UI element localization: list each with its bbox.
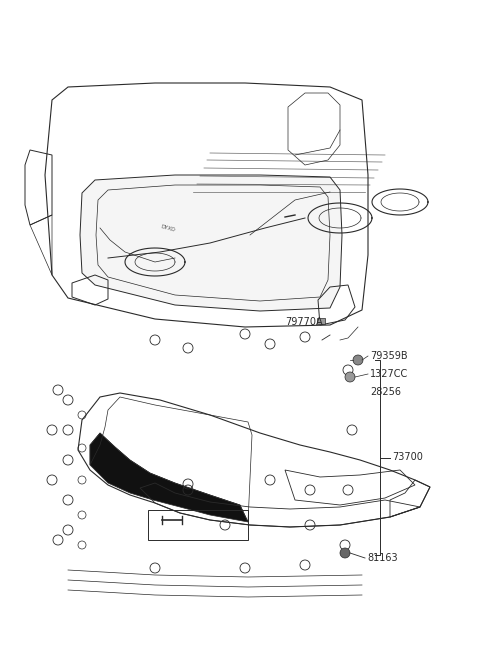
Text: 79359B: 79359B [370, 351, 408, 361]
Text: 73700: 73700 [392, 453, 423, 462]
Polygon shape [90, 433, 248, 522]
Text: 28256: 28256 [370, 387, 401, 397]
Text: 1327CC: 1327CC [370, 369, 408, 379]
Polygon shape [80, 175, 342, 311]
Bar [148, 510, 248, 540]
Text: 79770A: 79770A [285, 317, 323, 327]
Text: 81163: 81163 [367, 553, 397, 563]
Polygon shape [317, 318, 325, 324]
Circle shape [353, 355, 363, 365]
Circle shape [345, 372, 355, 382]
Circle shape [340, 548, 350, 558]
Text: DYXO: DYXO [160, 224, 176, 233]
